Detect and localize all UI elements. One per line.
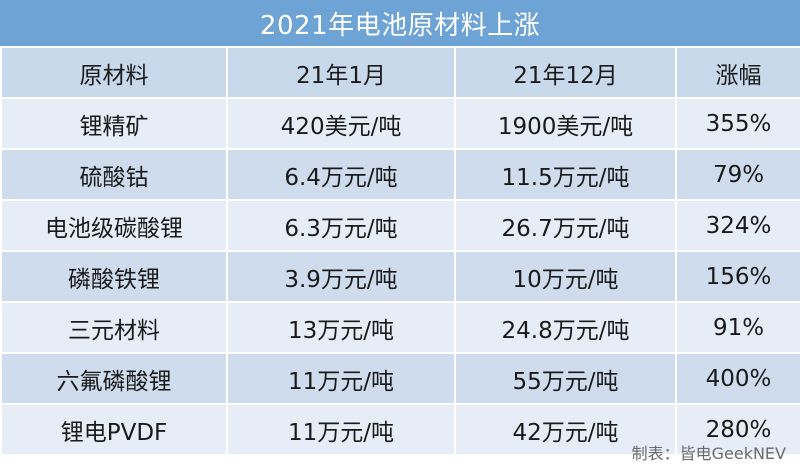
- cell-material: 六氟磷酸锂: [0, 352, 228, 405]
- cell-dec-price: 26.7万元/吨: [454, 199, 677, 252]
- table-row: 三元材料 13万元/吨 24.8万元/吨 91%: [0, 301, 800, 354]
- header-row: 原材料 21年1月 21年12月 涨幅: [0, 46, 800, 99]
- cell-jan-price: 13万元/吨: [226, 301, 456, 354]
- cell-jan-price: 11万元/吨: [226, 403, 456, 456]
- cell-jan-price: 420美元/吨: [226, 97, 456, 150]
- cell-increase: 400%: [675, 352, 800, 405]
- cell-increase: 324%: [675, 199, 800, 252]
- table-row: 电池级碳酸锂 6.3万元/吨 26.7万元/吨 324%: [0, 199, 800, 252]
- table-credit: 制表：皆电GeekNEV: [631, 444, 786, 463]
- cell-material: 锂精矿: [0, 97, 228, 150]
- cell-dec-price: 42万元/吨: [454, 403, 677, 456]
- cell-jan-price: 6.3万元/吨: [226, 199, 456, 252]
- cell-material: 硫酸钴: [0, 148, 228, 201]
- cell-jan-price: 3.9万元/吨: [226, 250, 456, 303]
- table-row: 硫酸钴 6.4万元/吨 11.5万元/吨 79%: [0, 148, 800, 201]
- cell-increase: 280%: [675, 403, 800, 456]
- table-row: 磷酸铁锂 3.9万元/吨 10万元/吨 156%: [0, 250, 800, 303]
- cell-jan-price: 11万元/吨: [226, 352, 456, 405]
- cell-increase: 91%: [675, 301, 800, 354]
- table-row: 锂电PVDF 11万元/吨 42万元/吨 280%: [0, 403, 800, 456]
- cell-jan-price: 6.4万元/吨: [226, 148, 456, 201]
- cell-material: 三元材料: [0, 301, 228, 354]
- header-material: 原材料: [0, 46, 228, 99]
- table-row: 六氟磷酸锂 11万元/吨 55万元/吨 400%: [0, 352, 800, 405]
- header-jan: 21年1月: [226, 46, 456, 99]
- cell-increase: 156%: [675, 250, 800, 303]
- cell-dec-price: 10万元/吨: [454, 250, 677, 303]
- cell-dec-price: 24.8万元/吨: [454, 301, 677, 354]
- table-title: 2021年电池原材料上涨: [0, 0, 800, 46]
- cell-increase: 355%: [675, 97, 800, 150]
- cell-increase: 79%: [675, 148, 800, 201]
- cell-dec-price: 55万元/吨: [454, 352, 677, 405]
- header-dec: 21年12月: [454, 46, 677, 99]
- cell-material: 磷酸铁锂: [0, 250, 228, 303]
- cell-material: 锂电PVDF: [0, 403, 228, 456]
- table-row: 锂精矿 420美元/吨 1900美元/吨 355%: [0, 97, 800, 150]
- cell-dec-price: 1900美元/吨: [454, 97, 677, 150]
- cell-material: 电池级碳酸锂: [0, 199, 228, 252]
- price-table: 原材料 21年1月 21年12月 涨幅 锂精矿 420美元/吨 1900美元/吨…: [0, 46, 800, 456]
- cell-dec-price: 11.5万元/吨: [454, 148, 677, 201]
- header-increase: 涨幅: [675, 46, 800, 99]
